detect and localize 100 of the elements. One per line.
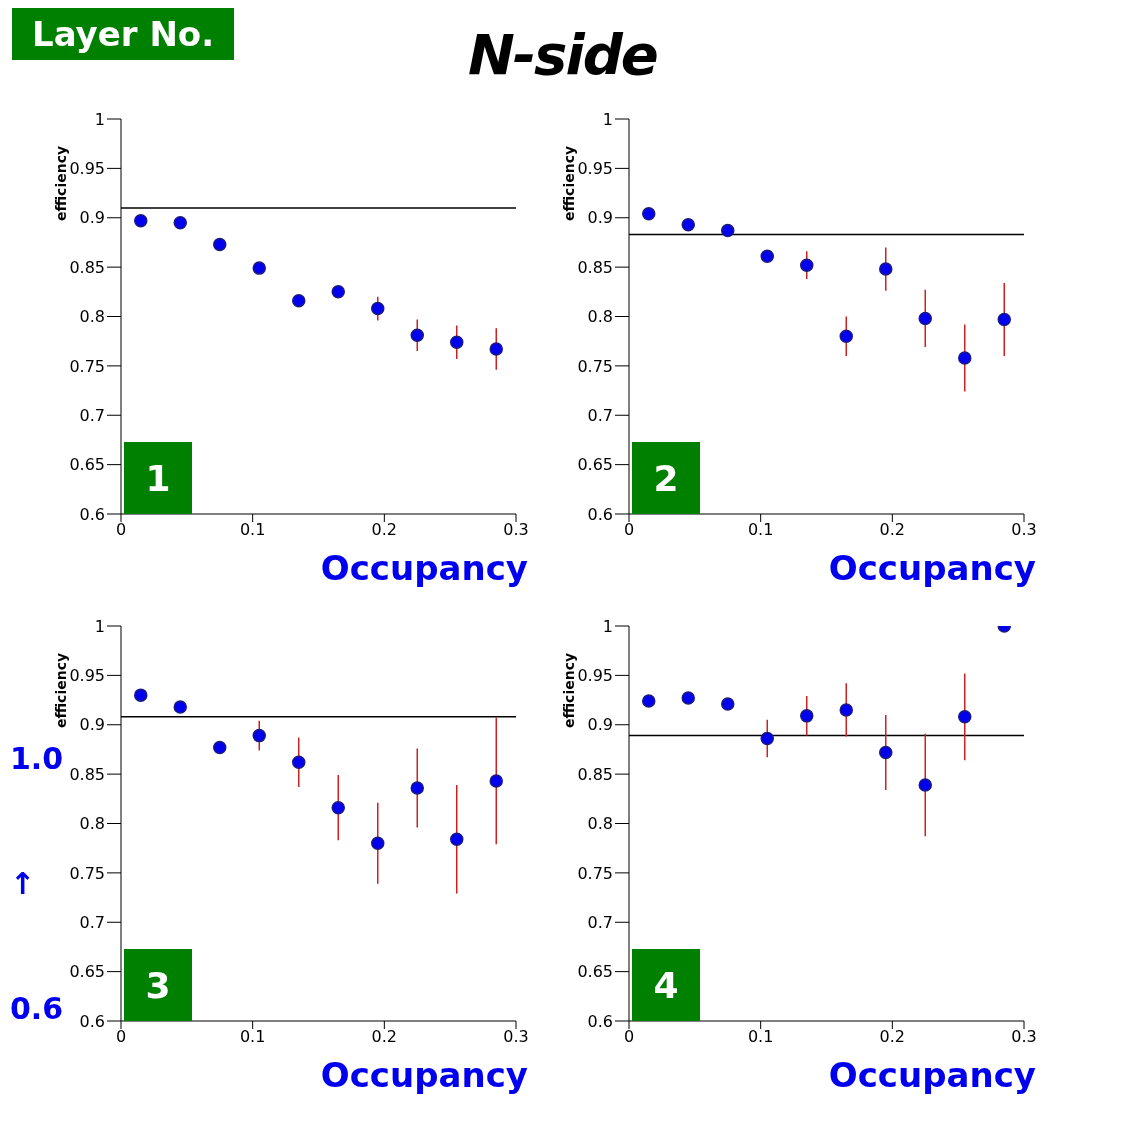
point: [134, 688, 148, 702]
point: [760, 731, 774, 746]
point: [918, 311, 932, 326]
annotation: 4: [632, 949, 700, 1021]
x-tick-label: 0.3: [1011, 1027, 1037, 1047]
x-tick-label: 0.2: [879, 1027, 906, 1047]
point: [410, 328, 424, 343]
y-tick-label: 0.8: [79, 814, 105, 834]
y-tick-label: 0.95: [69, 159, 105, 179]
point: [879, 262, 893, 276]
x-tick-label: 0.3: [503, 520, 529, 540]
point: [371, 301, 385, 316]
y-tick-label: 0.6: [587, 504, 613, 524]
point: [958, 351, 972, 365]
point: [958, 710, 972, 724]
y-axis-title: efficiency: [53, 652, 69, 728]
point: [292, 293, 306, 308]
y-tick-label: 1: [602, 109, 613, 129]
y-tick-label: 0.9: [587, 715, 613, 735]
x-tick-label: 0: [623, 1027, 635, 1047]
point: [800, 709, 814, 723]
y-tick-label: 0.6: [587, 1011, 613, 1031]
y-tick-label: 0.95: [577, 666, 613, 686]
text: 0.6: [10, 991, 64, 1026]
point: [331, 285, 345, 299]
point: [489, 774, 503, 788]
point: [760, 249, 774, 264]
y-tick-label: 0.95: [69, 666, 105, 686]
point: [879, 745, 893, 760]
point: [489, 342, 503, 356]
y-tick-label: 0.9: [79, 208, 105, 228]
y-tick-label: 0.9: [587, 208, 613, 228]
point: [410, 781, 424, 795]
y-tick-label: 0.6: [79, 504, 105, 524]
y-tick-label: 0.65: [69, 455, 105, 475]
point: [681, 217, 695, 232]
y-axis-title: efficiency: [561, 145, 577, 221]
point: [721, 223, 735, 238]
x-tick-label: 0: [623, 520, 635, 540]
y-tick-label: 0.7: [587, 912, 613, 932]
x-axis-title: Occupancy: [828, 548, 1036, 588]
point: [134, 213, 148, 228]
text: ↑: [10, 866, 36, 901]
text: 1.0: [10, 741, 64, 776]
y-axis-title: efficiency: [561, 652, 577, 728]
point: [721, 697, 735, 711]
y-tick-label: 0.65: [577, 455, 613, 475]
y-tick-label: 0.7: [79, 912, 105, 932]
y-tick-label: 0.85: [577, 257, 613, 277]
y-tick-label: 0.95: [577, 159, 613, 179]
y-tick-label: 0.8: [587, 307, 613, 327]
x-tick-label: 0: [115, 520, 127, 540]
point: [173, 215, 187, 230]
y-tick-label: 0.75: [69, 356, 105, 376]
x-axis-title: Occupancy: [320, 1055, 528, 1095]
point: [292, 755, 306, 770]
y-tick-label: 0.65: [577, 962, 613, 982]
y-tick-label: 0.9: [79, 715, 105, 735]
x-axis-title: Occupancy: [828, 1055, 1036, 1095]
x-tick-label: 0: [115, 1027, 127, 1047]
annotation: 3: [124, 949, 192, 1021]
y-tick-label: 0.85: [69, 257, 105, 277]
y-tick-label: 1: [602, 616, 613, 636]
y-tick-label: 0.8: [79, 307, 105, 327]
point: [918, 778, 932, 792]
y-tick-label: 0.85: [69, 764, 105, 784]
text: Layer No.: [12, 8, 235, 60]
point: [681, 691, 695, 705]
point: [450, 335, 464, 349]
point: [173, 700, 187, 714]
y-tick-label: 0.7: [79, 405, 105, 425]
y-tick-label: 1: [94, 109, 105, 129]
x-tick-label: 0.1: [239, 1027, 266, 1047]
point: [331, 800, 345, 815]
y-tick-label: 0.85: [577, 764, 613, 784]
y-tick-label: 0.75: [69, 863, 105, 883]
y-tick-label: 1: [94, 616, 105, 636]
y-tick-label: 0.75: [577, 863, 613, 883]
point: [371, 836, 385, 850]
x-tick-label: 0.1: [747, 520, 774, 540]
point: [213, 740, 227, 755]
y-tick-label: 0.6: [79, 1011, 105, 1031]
point: [997, 312, 1011, 327]
point: [450, 832, 464, 847]
point: [213, 237, 227, 252]
point: [252, 728, 266, 743]
y-tick-label: 0.8: [587, 814, 613, 834]
y-tick-label: 0.65: [69, 962, 105, 982]
x-tick-label: 0.2: [879, 520, 906, 540]
point: [642, 207, 656, 221]
x-tick-label: 0.1: [747, 1027, 774, 1047]
point: [252, 261, 266, 275]
x-tick-label: 0.2: [371, 1027, 398, 1047]
annotation: 2: [632, 442, 700, 514]
x-tick-label: 0.3: [503, 1027, 529, 1047]
y-tick-label: 0.7: [587, 405, 613, 425]
point: [839, 329, 853, 343]
x-tick-label: 0.3: [1011, 520, 1037, 540]
x-axis-title: Occupancy: [320, 548, 528, 588]
y-axis-title: efficiency: [53, 145, 69, 221]
